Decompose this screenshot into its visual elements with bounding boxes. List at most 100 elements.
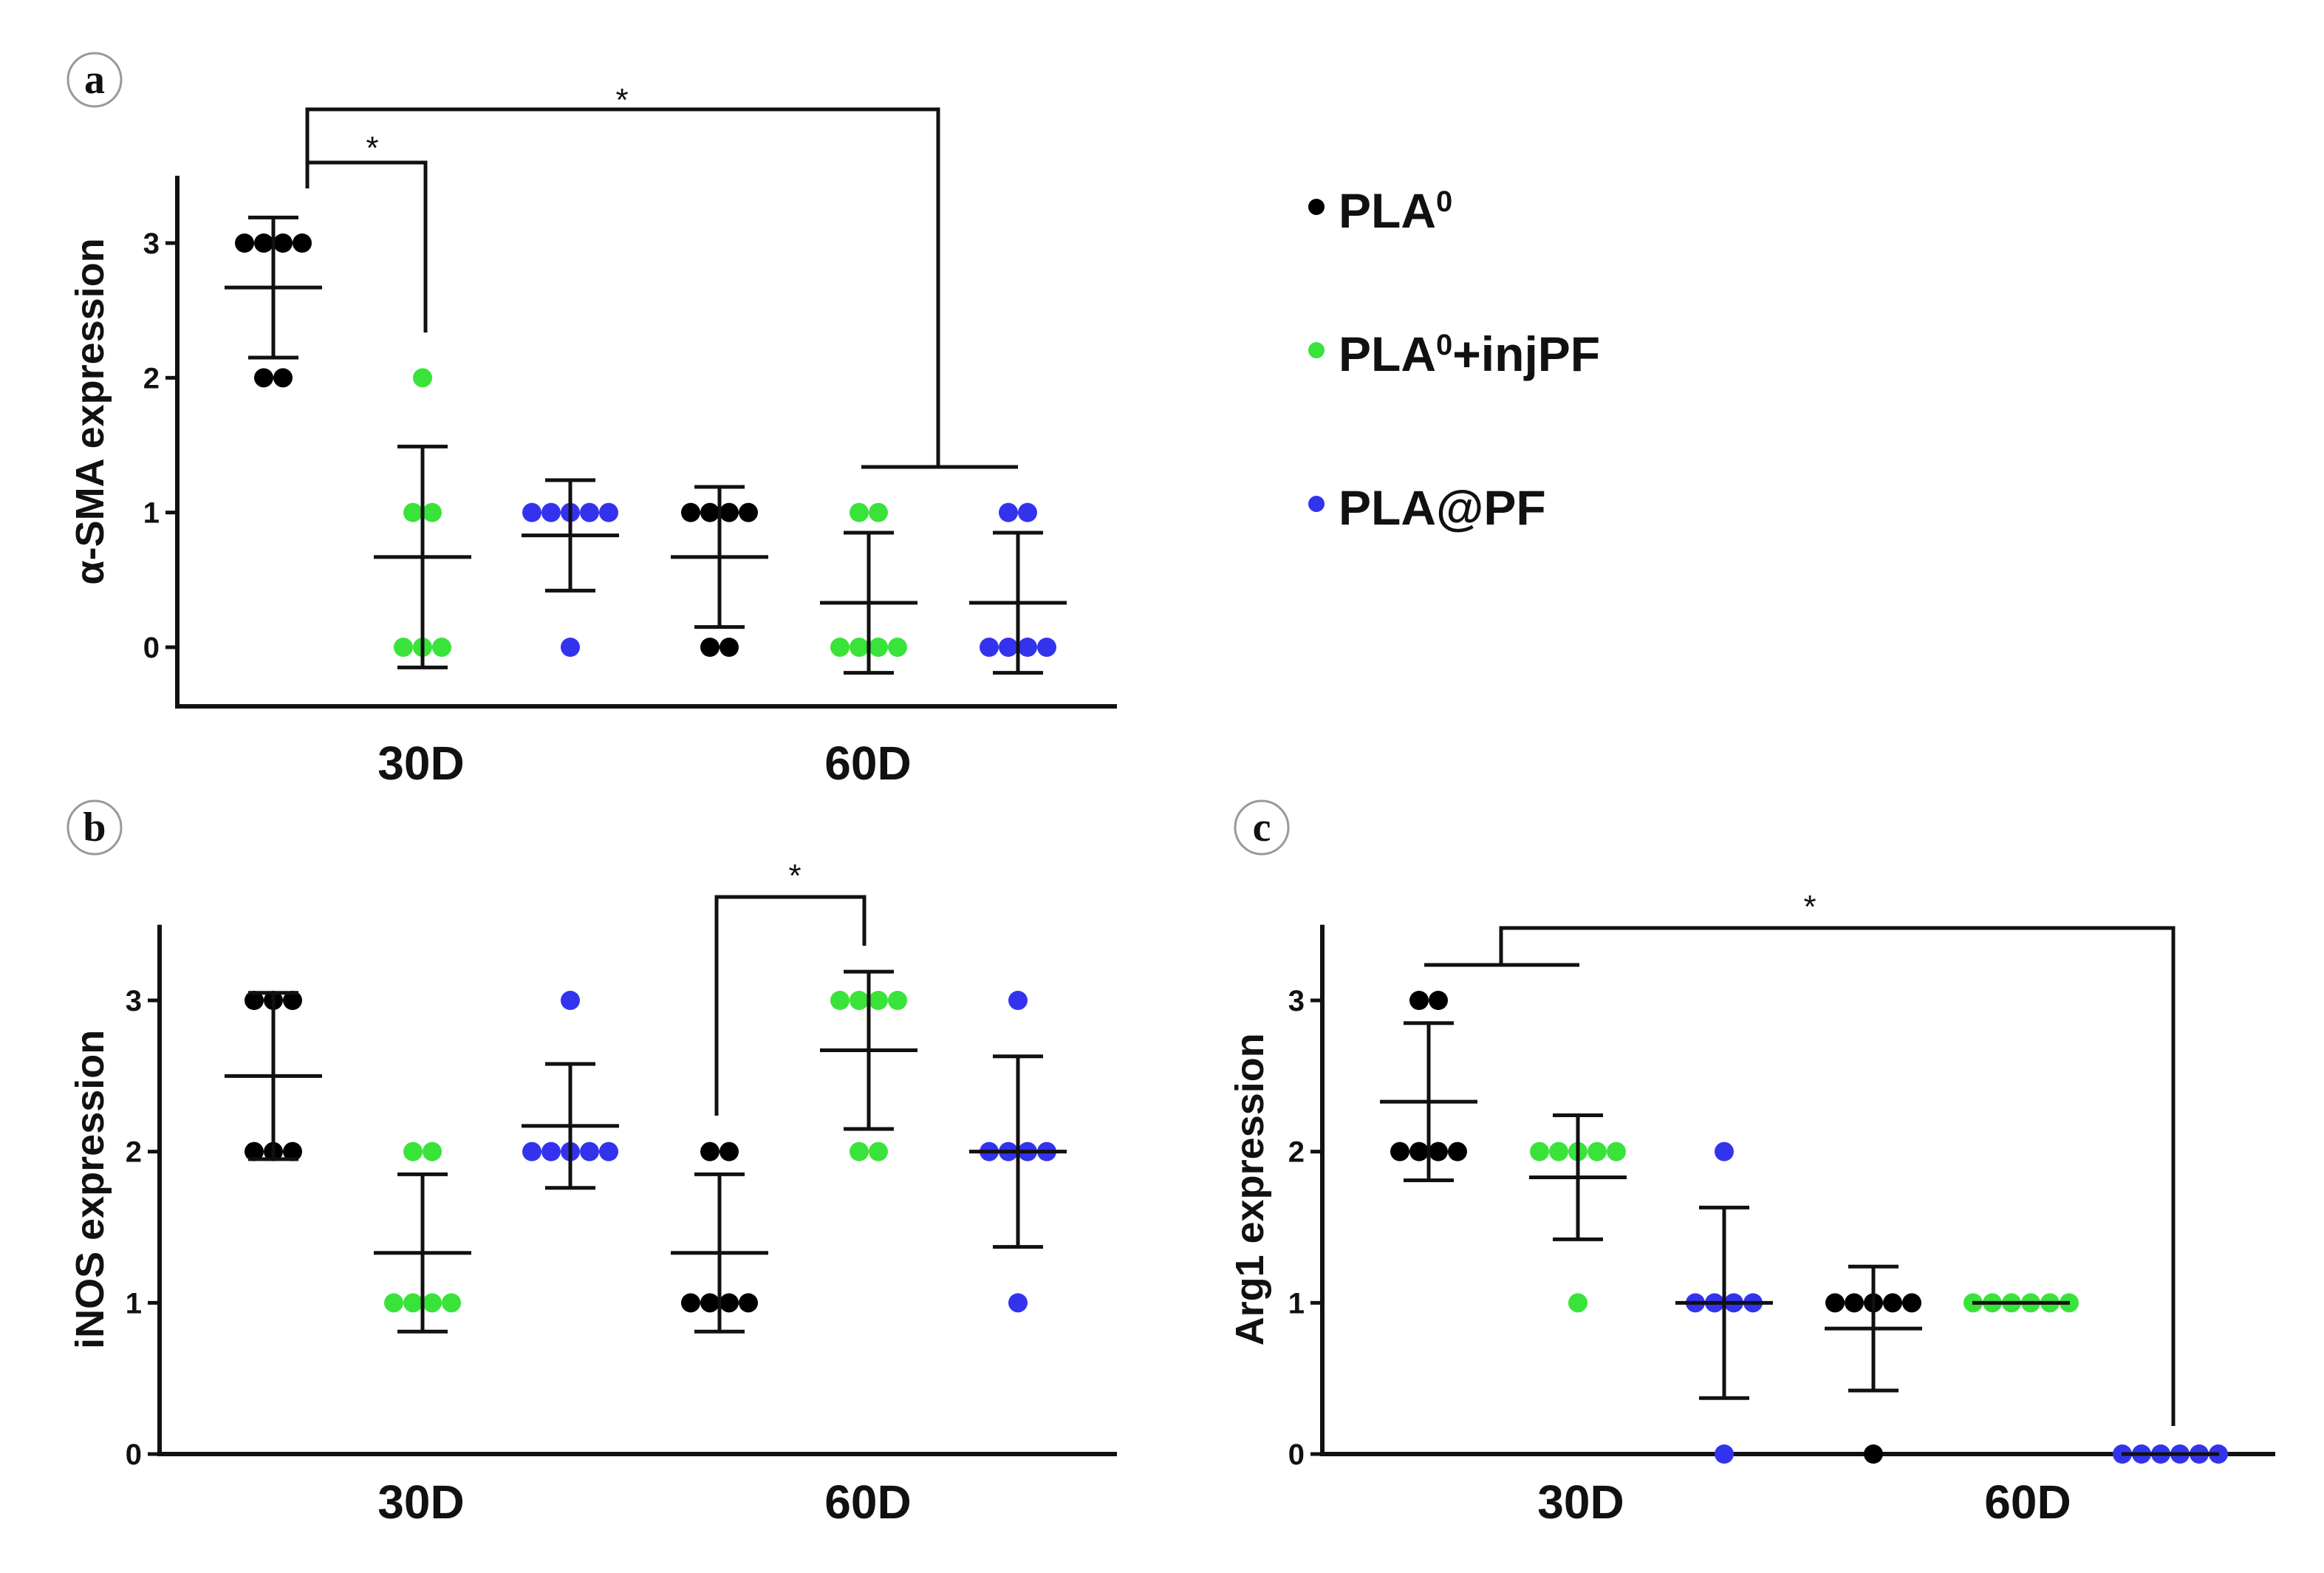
data-point	[850, 991, 869, 1010]
bracket-line	[1499, 926, 2176, 1426]
data-point	[403, 502, 423, 522]
series-group	[2113, 1444, 2228, 1464]
data-point	[1825, 1293, 1845, 1313]
data-point	[1588, 1142, 1607, 1161]
data-point	[700, 1293, 720, 1313]
data-point	[245, 991, 264, 1010]
data-point	[254, 233, 273, 253]
x-tick-label: 60D	[824, 1475, 911, 1529]
data-point	[403, 1142, 423, 1161]
y-tick-label: 1	[1288, 1287, 1305, 1320]
data-point	[1902, 1293, 1921, 1313]
significance-bracket: *	[714, 858, 867, 1116]
bracket-line	[305, 160, 428, 332]
legend-item: PLA0	[1308, 183, 1452, 238]
y-tick-label: 3	[1288, 985, 1305, 1017]
data-point	[561, 638, 580, 657]
data-point	[1037, 638, 1056, 657]
data-point	[1409, 991, 1429, 1010]
panel-letter-circle	[66, 52, 123, 108]
legend-marker	[1308, 342, 1325, 358]
legend-label: PLA0	[1339, 183, 1452, 238]
data-point	[1715, 1444, 1734, 1464]
panel-c: c 0 1 2 3 30D 60D Arg1 expression *	[1228, 799, 2275, 1529]
data-point	[681, 1293, 700, 1313]
data-point	[1448, 1142, 1467, 1161]
panel-letter: b	[83, 805, 106, 850]
data-point	[283, 1142, 302, 1161]
series-group	[225, 215, 322, 388]
data-point	[1845, 1293, 1864, 1313]
data-point	[423, 1142, 442, 1161]
data-point	[869, 991, 888, 1010]
series-group	[820, 969, 917, 1161]
data-point	[1018, 502, 1037, 522]
series-group	[522, 478, 619, 657]
data-point	[720, 502, 739, 522]
data-point	[869, 502, 888, 522]
x-tick-label: 60D	[824, 737, 911, 790]
legend-marker	[1308, 496, 1325, 512]
data-point	[561, 991, 580, 1010]
data-point	[1390, 1142, 1409, 1161]
series-group	[1675, 1142, 1773, 1464]
y-tick-label: 0	[143, 632, 160, 664]
legend-label: PLA0+injPF	[1339, 327, 1600, 381]
panel-letter: a	[84, 57, 105, 103]
data-point	[245, 1142, 264, 1161]
data-point	[1549, 1142, 1568, 1161]
data-point	[522, 502, 541, 522]
x-tick-label: 30D	[377, 737, 464, 790]
legend: PLA0 PLA0+injPF PLA@PF	[1308, 183, 1600, 535]
series-group	[671, 485, 768, 657]
data-point	[1429, 1142, 1448, 1161]
significance-label: *	[366, 130, 378, 166]
data-point	[580, 502, 599, 522]
y-tick-label: 2	[126, 1136, 142, 1169]
data-point	[681, 502, 700, 522]
data-point	[700, 1142, 720, 1161]
y-tick-label: 1	[126, 1287, 142, 1320]
legend-item: PLA@PF	[1308, 480, 1546, 535]
data-point	[720, 1293, 739, 1313]
y-axis-label: α-SMA expression	[68, 238, 112, 584]
significance-bracket: *	[1424, 889, 2176, 1426]
y-tick-label: 3	[126, 985, 142, 1017]
data-point	[432, 638, 451, 657]
bracket-line	[305, 107, 940, 467]
y-tick-label: 0	[126, 1439, 142, 1471]
significance-bracket: *	[305, 82, 1018, 469]
significance-label: *	[788, 858, 801, 894]
data-point	[739, 1293, 758, 1313]
data-point	[1018, 638, 1037, 657]
data-point	[235, 233, 254, 253]
panel-letter-circle	[1234, 799, 1290, 856]
data-point	[273, 233, 293, 253]
data-point	[1530, 1142, 1549, 1161]
significance-bracket: *	[305, 130, 428, 332]
data-point	[850, 1142, 869, 1161]
data-point	[830, 638, 850, 657]
data-point	[293, 233, 312, 253]
series-group	[374, 1142, 471, 1334]
data-point	[700, 502, 720, 522]
series-group	[820, 502, 917, 675]
significance-label: *	[615, 82, 628, 118]
data-point	[442, 1293, 461, 1313]
data-point	[1568, 1293, 1588, 1313]
data-point	[850, 502, 869, 522]
y-tick-label: 3	[143, 228, 160, 260]
data-point	[999, 638, 1018, 657]
y-axis-label: iNOS expression	[68, 1030, 112, 1349]
data-point	[888, 638, 907, 657]
series-group	[225, 991, 322, 1161]
data-point	[394, 638, 413, 657]
data-point	[888, 991, 907, 1010]
legend-marker	[1308, 199, 1325, 215]
data-point	[384, 1293, 403, 1313]
data-point	[1864, 1444, 1883, 1464]
data-point	[413, 368, 432, 388]
data-point	[254, 368, 273, 388]
series-group	[522, 991, 619, 1190]
